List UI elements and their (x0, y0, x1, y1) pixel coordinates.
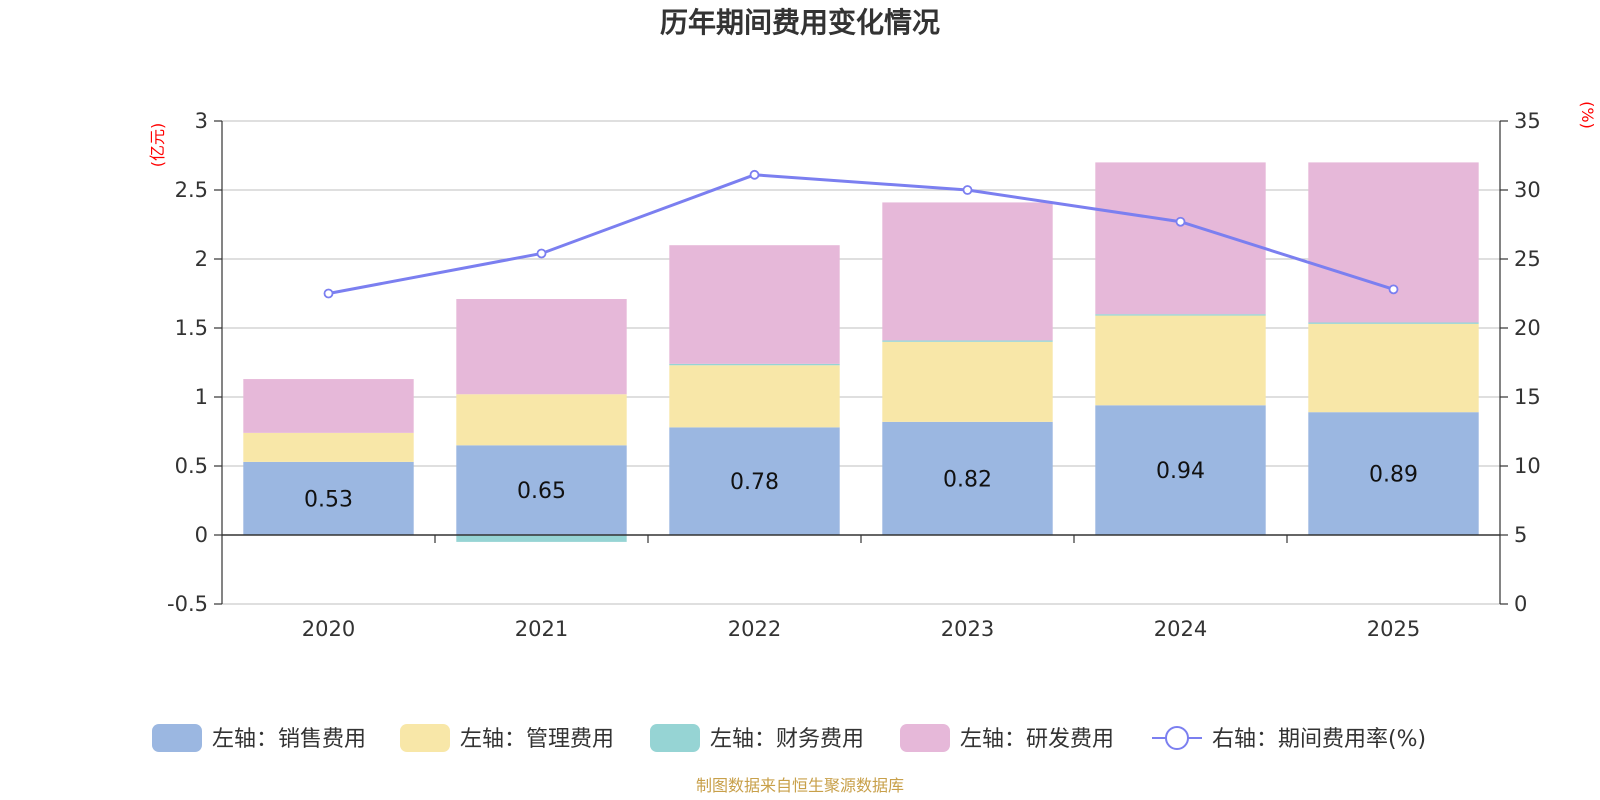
bar-segment (456, 394, 627, 446)
data-label: 0.82 (943, 467, 992, 492)
right-axis-unit: (%) (1578, 101, 1597, 129)
legend: 左轴：销售费用 左轴：管理费用 左轴：财务费用 左轴：研发费用 右轴：期间费用率(%) (152, 724, 1426, 752)
bar-segment (669, 363, 840, 366)
gridlines (222, 120, 1500, 605)
data-label: 0.53 (304, 487, 353, 512)
bar-segment (882, 341, 1053, 422)
legend-label: 右轴：期间费用率(%) (1212, 727, 1426, 752)
left-tick-label: 1 (195, 385, 208, 409)
line-point (749, 169, 760, 180)
line-point (962, 185, 973, 195)
data-label: 0.94 (1156, 459, 1205, 484)
bar-segment (1308, 412, 1479, 535)
left-tick-label: 2 (195, 247, 208, 271)
bar-segment (1095, 315, 1266, 406)
bar-segment (1095, 405, 1266, 535)
rate-line-path (328, 173, 1394, 295)
legend-swatch (650, 724, 700, 752)
x-tick-label: 2020 (302, 617, 355, 641)
bar-segment (669, 427, 840, 535)
data-label: 0.89 (1369, 463, 1418, 488)
legend-label: 左轴：销售费用 (212, 727, 366, 752)
right-tick-label: 5 (1514, 523, 1527, 547)
bar-segment (243, 461, 414, 535)
data-labels: 0.53 0.65 0.78 0.82 0.94 0.89 (304, 459, 1418, 512)
right-tick-label: 20 (1514, 316, 1541, 340)
left-axis-unit: (亿元) (148, 123, 167, 168)
bar-segment (882, 202, 1053, 341)
bar-segment (1095, 314, 1266, 316)
bar-segment (1095, 162, 1266, 315)
bar-segment (456, 445, 627, 535)
left-tick-label: 0.5 (175, 454, 208, 478)
right-tick-label: 25 (1514, 247, 1541, 271)
chart-title: 历年期间费用变化情况 (660, 6, 940, 39)
line-point (323, 288, 334, 299)
line-point (1175, 216, 1186, 227)
legend-label: 左轴：研发费用 (960, 727, 1114, 752)
rate-line (323, 169, 1399, 299)
right-tick-label: 35 (1514, 109, 1541, 133)
bar-segment (456, 299, 627, 395)
bar-segment (1308, 323, 1479, 413)
legend-label: 左轴：财务费用 (710, 727, 864, 752)
bar-segment (669, 245, 840, 364)
x-tick-label: 2021 (515, 617, 568, 641)
bar-segment (243, 432, 414, 462)
bar-segment (243, 379, 414, 433)
left-tick-label: -0.5 (167, 592, 208, 616)
right-tick-label: 0 (1514, 592, 1527, 616)
left-tick-label: 3 (195, 109, 208, 133)
line-point (536, 248, 547, 259)
x-tick-label: 2025 (1367, 617, 1420, 641)
legend-swatch (152, 724, 202, 752)
data-label: 0.78 (730, 470, 779, 495)
x-tick-label: 2024 (1154, 617, 1207, 641)
legend-label: 左轴：管理费用 (460, 727, 614, 752)
source-note: 制图数据来自恒生聚源数据库 (696, 776, 904, 795)
x-tick-label: 2022 (728, 617, 781, 641)
right-tick-label: 15 (1514, 385, 1541, 409)
left-tick-label: 1.5 (175, 316, 208, 340)
data-label: 0.65 (517, 479, 566, 504)
right-tick-label: 10 (1514, 454, 1541, 478)
right-tick-label: 30 (1514, 178, 1541, 202)
legend-marker (1165, 726, 1189, 750)
left-tick-label: 0 (195, 523, 208, 547)
x-tick-label: 2023 (941, 617, 994, 641)
line-point (1388, 284, 1399, 295)
bar-segment (669, 365, 840, 428)
legend-swatch (400, 724, 450, 752)
bar-segment (1308, 162, 1479, 323)
bar-segment (882, 421, 1053, 535)
legend-swatch (900, 724, 950, 752)
bar-segment (456, 535, 627, 542)
bars (243, 162, 1479, 542)
bar-segment (1308, 322, 1479, 324)
bar-segment (882, 340, 1053, 342)
left-tick-label: 2.5 (175, 178, 208, 202)
